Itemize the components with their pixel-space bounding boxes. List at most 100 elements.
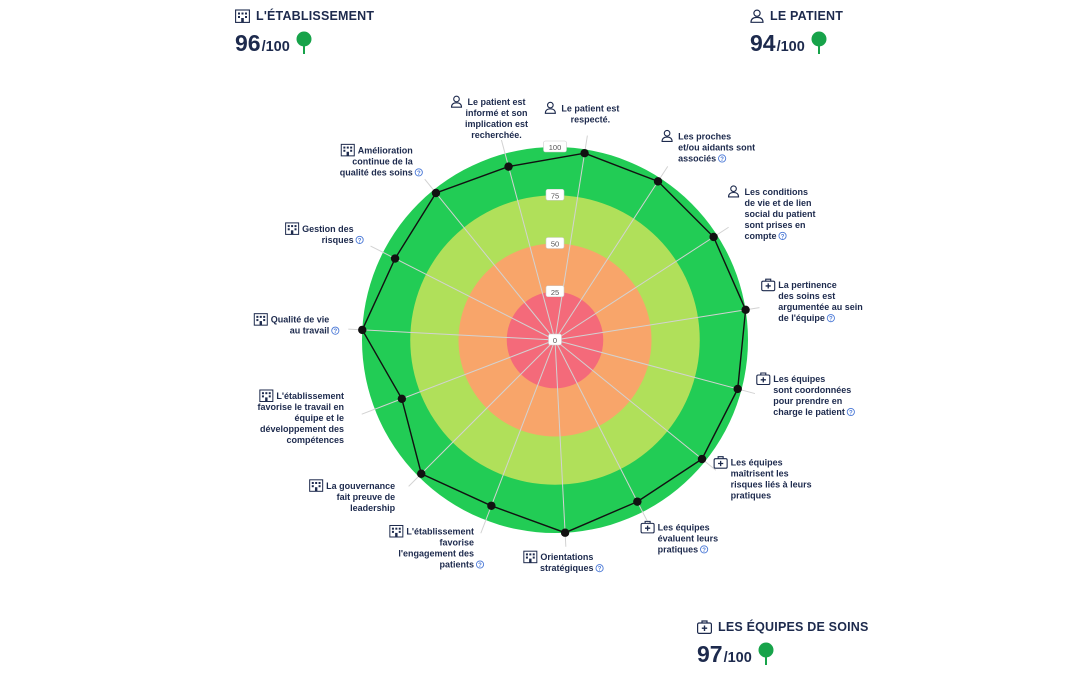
axis-label: Le patient est informé et son implication … — [450, 95, 528, 140]
score-equipes: LES ÉQUIPES DE SOINS 97 /100 — [697, 620, 869, 666]
axis-spoke — [554, 339, 756, 395]
tick-text: 50 — [551, 240, 559, 249]
help-icon: ? — [475, 560, 485, 569]
data-point — [709, 232, 718, 242]
axis-label: Les équipes évaluent leurs pratiques? — [640, 520, 718, 554]
help-icon: ? — [700, 545, 709, 554]
medical-case-icon — [713, 456, 728, 469]
person-icon — [450, 95, 463, 108]
person-icon — [661, 129, 673, 143]
axis-label-text: L'établissement favorise le travail en équ… — [257, 391, 344, 445]
score-equipes-label: LES ÉQUIPES DE SOINS — [718, 620, 869, 634]
tick-text: 100 — [549, 143, 562, 152]
axis-label: La gouvernance fait preuve de leadership — [309, 479, 396, 513]
data-point — [633, 497, 642, 506]
tick-label: 100 — [543, 140, 567, 153]
help-icon: ? — [718, 154, 727, 163]
axis-spoke — [348, 328, 556, 341]
axis-label: Le patient est respecté. — [544, 101, 619, 124]
score-etablissement-max: /100 — [261, 38, 290, 55]
axis-label: L'établissement favorise le travail en équ… — [257, 389, 344, 445]
person-icon — [544, 101, 556, 114]
medical-case-icon — [756, 372, 771, 386]
axis-label-text: Qualité de vie au travail — [271, 315, 330, 336]
data-point — [580, 148, 589, 158]
tick-box — [545, 188, 565, 201]
axis-label-text: Les équipes maîtrisent les risques liés à … — [731, 458, 812, 501]
tick-box — [545, 237, 565, 249]
tick-text: 25 — [551, 288, 559, 297]
axis-label: Amélioration continue de la qualité des so… — [340, 143, 423, 177]
svg-text:?: ? — [702, 548, 706, 554]
score-patient-value: 94 — [750, 30, 776, 56]
data-point — [390, 254, 400, 263]
axis-label-text: Le patient est respecté. — [561, 103, 619, 124]
axis-label-text: Le patient est informé et son implication … — [465, 97, 528, 140]
building-icon — [340, 143, 355, 157]
tree-icon — [758, 642, 774, 665]
svg-text:?: ? — [720, 157, 724, 163]
help-icon: ? — [846, 407, 855, 416]
data-point — [417, 469, 426, 478]
help-icon: ? — [355, 235, 364, 244]
axis-label-text: Orientations stratégiques — [540, 552, 594, 573]
axis-spoke — [408, 339, 556, 487]
axis-label: Orientations stratégiques? — [523, 550, 604, 573]
score-equipes-max: /100 — [723, 649, 752, 666]
score-etablissement-value: 96 — [235, 30, 261, 56]
svg-text:?: ? — [829, 317, 833, 323]
axis-label-text: La gouvernance fait preuve de leadership — [326, 481, 396, 513]
person-icon — [727, 185, 740, 198]
axis-label: La pertinence des soins est argumentée au … — [761, 278, 863, 323]
tick-box — [548, 333, 562, 346]
svg-text:?: ? — [333, 329, 337, 335]
axis-spoke — [554, 166, 669, 341]
axis-label: Qualité de vie au travail? — [253, 313, 340, 336]
help-icon: ? — [414, 168, 423, 177]
axis-label: L'établissement favorise l'engagement des p… — [389, 524, 485, 569]
data-point — [397, 394, 407, 403]
help-icon: ? — [595, 564, 604, 573]
help-icon: ? — [778, 231, 787, 240]
building-icon — [389, 524, 404, 538]
help-icon: ? — [826, 314, 835, 323]
building-icon — [259, 389, 274, 402]
tree-icon — [811, 31, 827, 54]
svg-text:?: ? — [358, 238, 362, 244]
data-point — [560, 528, 570, 537]
axis-label-text: Gestion des risques — [302, 224, 354, 245]
building-icon — [523, 550, 538, 564]
tick-text: 75 — [551, 191, 559, 200]
axis-spoke — [554, 339, 650, 525]
svg-text:?: ? — [849, 410, 853, 416]
axis-spoke — [480, 339, 556, 534]
axis-label: Les proches et/ou aidants sont associés? — [661, 129, 755, 163]
svg-text:?: ? — [417, 171, 421, 177]
axis-label: Les équipes maîtrisent les risques liés à … — [713, 456, 812, 501]
medical-case-icon — [761, 278, 776, 292]
score-equipes-value: 97 — [697, 641, 723, 667]
svg-text:?: ? — [781, 234, 785, 240]
building-icon — [253, 313, 268, 326]
score-patient-max: /100 — [776, 38, 805, 55]
axis-spoke — [554, 339, 717, 471]
axis-label-text: Les conditions de vie et de lien social du… — [745, 187, 816, 241]
axis-label: Les conditions de vie et de lien social du… — [727, 185, 816, 241]
data-point — [504, 162, 513, 171]
tick-label: 75 — [545, 188, 565, 201]
axis-spoke — [554, 307, 760, 341]
person-icon — [750, 9, 764, 23]
data-point — [653, 177, 663, 186]
medical-case-icon — [640, 520, 655, 534]
score-patient-label: LE PATIENT — [770, 9, 844, 23]
tree-icon — [296, 31, 312, 54]
score-etablissement: L'ÉTABLISSEMENT 96 /100 — [235, 9, 374, 55]
tick-label: 50 — [545, 237, 565, 249]
axis-label-text: Amélioration continue de la qualité des so… — [340, 145, 414, 177]
axis-label-text: Les équipes sont coordonnées pour prendre … — [773, 374, 851, 417]
medical-case-icon — [697, 620, 712, 634]
axis-label-text: Les proches et/ou aidants sont associés — [678, 131, 755, 163]
data-polygon — [361, 152, 747, 534]
axis-label-text: L'établissement favorise l'engagement des p… — [398, 526, 474, 569]
